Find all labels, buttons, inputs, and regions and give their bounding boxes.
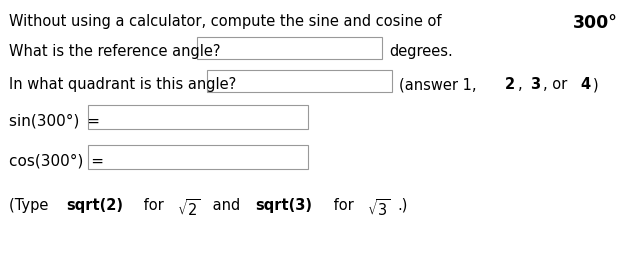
Text: for: for xyxy=(139,198,169,213)
FancyBboxPatch shape xyxy=(207,70,392,92)
Text: 4: 4 xyxy=(580,77,591,92)
FancyBboxPatch shape xyxy=(88,105,308,129)
Text: .): .) xyxy=(398,198,408,213)
Text: sin(300°)  =: sin(300°) = xyxy=(9,114,100,129)
Text: 300°: 300° xyxy=(573,14,618,32)
Text: by using the reference angle.: by using the reference angle. xyxy=(631,14,635,29)
Text: What is the reference angle?: What is the reference angle? xyxy=(9,44,220,59)
Text: 3: 3 xyxy=(530,77,540,92)
Text: and: and xyxy=(208,198,245,213)
Text: In what quadrant is this angle?: In what quadrant is this angle? xyxy=(9,77,236,92)
Text: Without using a calculator, compute the sine and cosine of: Without using a calculator, compute the … xyxy=(9,14,446,29)
Text: sqrt(2): sqrt(2) xyxy=(66,198,123,213)
FancyBboxPatch shape xyxy=(197,37,382,59)
Text: (answer 1,: (answer 1, xyxy=(399,77,481,92)
Text: sqrt(3): sqrt(3) xyxy=(255,198,312,213)
FancyBboxPatch shape xyxy=(88,145,308,169)
Text: 2: 2 xyxy=(505,77,515,92)
Text: for: for xyxy=(329,198,358,213)
Text: cos(300°)  =: cos(300°) = xyxy=(9,154,104,169)
Text: degrees.: degrees. xyxy=(389,44,453,59)
Text: $\sqrt{3}$: $\sqrt{3}$ xyxy=(367,198,391,219)
Text: (Type: (Type xyxy=(9,198,53,213)
Text: ): ) xyxy=(593,77,599,92)
Text: ,: , xyxy=(518,77,527,92)
Text: $\sqrt{2}$: $\sqrt{2}$ xyxy=(177,198,201,219)
Text: , or: , or xyxy=(543,77,572,92)
